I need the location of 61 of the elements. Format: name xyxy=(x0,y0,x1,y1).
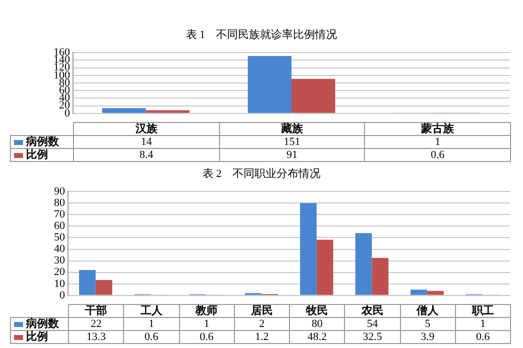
bar xyxy=(292,78,336,113)
data-label: 80 xyxy=(290,318,345,330)
bar xyxy=(146,110,190,113)
legend-label: 病例数 xyxy=(10,136,74,148)
data-label: 91 xyxy=(219,148,365,162)
y-tick-label: 0 xyxy=(60,289,66,302)
legend-label: 比例 xyxy=(10,148,74,162)
bar xyxy=(355,233,372,295)
data-label: 8.4 xyxy=(74,148,220,162)
legend-label: 病例数 xyxy=(10,318,68,330)
x-tick-label: 汉族 xyxy=(74,122,220,136)
data-label: 1 xyxy=(455,318,510,330)
y-tick-label: 10 xyxy=(54,278,66,290)
data-label: 54 xyxy=(344,318,400,330)
data-label: 0.6 xyxy=(455,330,510,344)
bar xyxy=(410,290,428,295)
x-tick-label: 藏族 xyxy=(219,122,365,136)
x-tick-label: 牧民 xyxy=(290,304,345,318)
data-label: 1 xyxy=(364,136,510,148)
y-tick-label: 50 xyxy=(54,232,66,244)
data-label: 2 xyxy=(234,318,290,330)
data-label: 1 xyxy=(124,318,179,330)
x-tick-label: 僧人 xyxy=(400,304,456,318)
legend-label: 比例 xyxy=(10,330,68,344)
data-label: 14 xyxy=(74,136,220,148)
x-tick-label: 农民 xyxy=(344,304,400,318)
y-tick-label: 70 xyxy=(54,208,66,221)
chart-title: 表 2 不同职业分布情况 xyxy=(201,167,322,182)
data-label: 0.6 xyxy=(179,330,234,344)
bar xyxy=(427,290,444,295)
data-label: 0.6 xyxy=(124,330,179,344)
bar xyxy=(300,203,317,295)
y-tick-label: 60 xyxy=(54,220,66,232)
data-label: 1.2 xyxy=(234,330,290,344)
y-tick-label: 90 xyxy=(54,185,66,198)
x-tick-label: 职工 xyxy=(455,304,510,318)
bar xyxy=(372,258,388,295)
y-tick-label: 20 xyxy=(54,266,66,278)
data-label: 0.6 xyxy=(364,148,510,162)
data-label: 151 xyxy=(219,136,365,148)
chart-title: 表 1 不同民族就诊率比例情况 xyxy=(184,28,338,43)
data-label: 13.3 xyxy=(68,330,124,344)
data-label: 48.2 xyxy=(290,330,345,344)
x-tick-label: 工人 xyxy=(124,304,179,318)
bar xyxy=(316,240,334,295)
data-label: 1 xyxy=(179,318,234,330)
x-tick-label: 干部 xyxy=(68,304,124,318)
data-label: 22 xyxy=(68,318,124,330)
bar xyxy=(102,108,146,113)
y-tick-label: 80 xyxy=(54,197,66,210)
bar xyxy=(248,56,292,113)
x-tick-label: 教师 xyxy=(179,304,234,318)
data-label: 3.9 xyxy=(400,330,456,344)
bar xyxy=(96,280,112,295)
data-label: 32.5 xyxy=(344,330,400,344)
x-tick-label: 蒙古族 xyxy=(364,122,510,136)
x-tick-label: 居民 xyxy=(234,304,290,318)
y-tick-label: 40 xyxy=(54,243,66,256)
y-tick-label: 30 xyxy=(54,254,66,267)
data-label: 5 xyxy=(400,318,456,330)
bar xyxy=(79,270,96,295)
